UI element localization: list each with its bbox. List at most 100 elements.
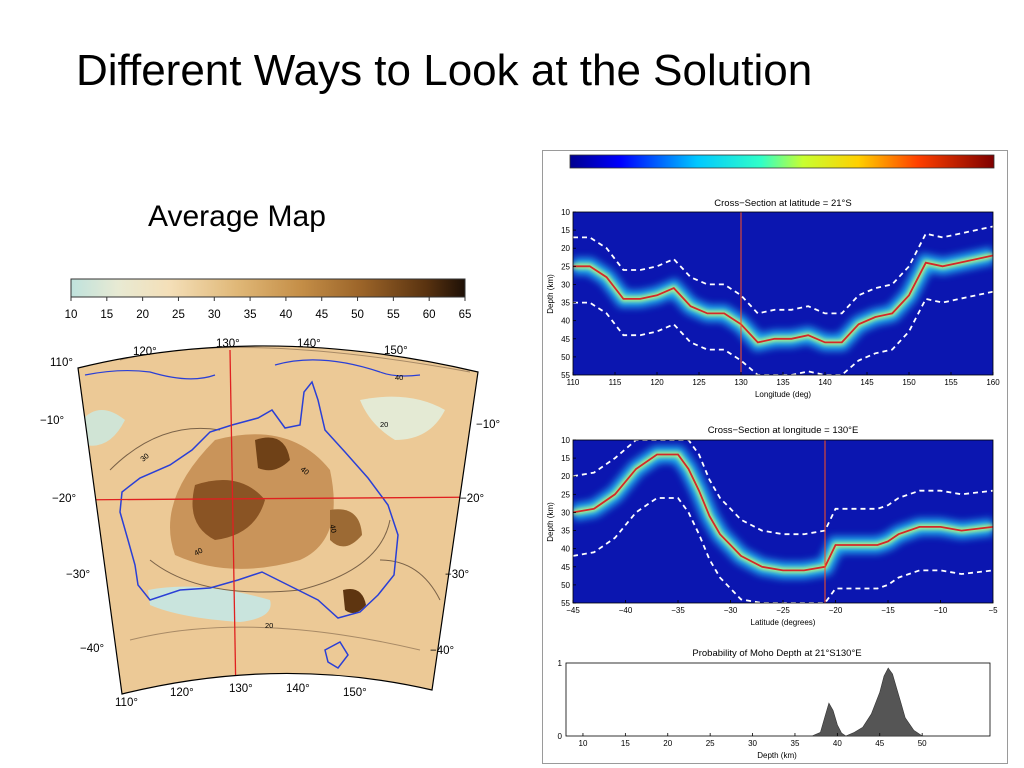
contour-label: 40 (193, 546, 205, 558)
map-corner-label: 110° (50, 357, 73, 369)
lon-label-top: 140° (297, 338, 321, 350)
panel3-axes: 10 15 20 25 30 35 40 45 50 0 1 (558, 659, 928, 748)
panel3-title: Probability of Moho Depth at 21°S130°E (692, 648, 861, 659)
p1ytick-label: 35 (561, 299, 570, 308)
contour-label: 20 (265, 621, 273, 630)
p1xtick-label: 160 (986, 378, 1000, 387)
p2xtick-label: −30 (724, 606, 738, 615)
panel1-ylabel: Depth (km) (546, 274, 555, 314)
lon-label-top: 150° (384, 345, 408, 357)
p3xtick-label: 35 (791, 739, 800, 748)
colorbar-tick-label: 50 (351, 309, 364, 321)
colorbar-tick-label: 15 (100, 309, 113, 321)
p2xtick-label: −45 (566, 606, 580, 615)
panel3-probability-area (811, 667, 924, 737)
p1ytick-label: 55 (561, 371, 570, 380)
lon-label-bottom: 150° (343, 687, 367, 699)
lon-label-bottom: 130° (229, 683, 253, 695)
p2xtick-label: −20 (829, 606, 843, 615)
p1ytick-label: 15 (561, 226, 570, 235)
panel1-xlabel: Longitude (deg) (755, 390, 811, 399)
lat-label-right: −40° (430, 645, 454, 657)
colorbar-tick-label: 65 (459, 309, 472, 321)
p2xtick-label: −10 (934, 606, 948, 615)
p3xtick-label: 10 (579, 739, 588, 748)
p1xtick-label: 115 (609, 378, 622, 387)
p2xtick-label: −35 (671, 606, 685, 615)
p1xtick-label: 135 (776, 378, 790, 387)
average-map-figure: 10 15 20 25 30 35 40 45 50 55 60 65 30 40 40 40 20 … (40, 278, 500, 709)
p2xtick-label: −25 (776, 606, 790, 615)
p2ytick-label: 25 (561, 490, 570, 499)
colorbar-tick-label: 45 (315, 309, 328, 321)
colorbar-tick-label: 60 (423, 309, 436, 321)
p3xtick-label: 45 (875, 739, 884, 748)
panel2-moho-line (573, 453, 993, 572)
p1ytick-label: 45 (561, 335, 570, 344)
p2ytick-label: 15 (561, 454, 570, 463)
colorbar-tick-label: 20 (136, 309, 149, 321)
p2ytick-label: 45 (561, 563, 570, 572)
lat-label-right: −20° (460, 493, 484, 505)
p2ytick-label: 50 (561, 581, 570, 590)
p3xtick-label: 50 (918, 739, 927, 748)
lat-label-right: −30° (445, 569, 469, 581)
p1xtick-label: 155 (944, 378, 958, 387)
lat-label-left: −20° (52, 493, 76, 505)
p1ytick-label: 25 (561, 262, 570, 271)
p1ytick-label: 40 (561, 317, 570, 326)
p1ytick-label: 20 (561, 244, 570, 253)
lat-label-left: −40° (80, 643, 104, 655)
p1xtick-label: 140 (818, 378, 832, 387)
map-body (78, 345, 478, 694)
p3xtick-label: 15 (621, 739, 630, 748)
slide-title: Different Ways to Look at the Solution (76, 46, 813, 95)
panel1-uncertainty-lower (573, 290, 993, 375)
lon-label-top: 130° (216, 338, 240, 350)
lat-label-left: −10° (40, 415, 64, 427)
p1xtick-label: 125 (692, 378, 706, 387)
p2ytick-label: 35 (561, 527, 570, 536)
panel1-moho-line (573, 254, 993, 344)
p3xtick-label: 20 (663, 739, 672, 748)
jet-colorbar (569, 154, 995, 169)
p2ytick-label: 30 (561, 508, 570, 517)
p2xtick-label: −40 (619, 606, 633, 615)
lon-label-bottom: 140° (286, 683, 310, 695)
colorbar-tick-label: 35 (244, 309, 257, 321)
p3ytick-label: 1 (558, 659, 563, 668)
p3ytick-label: 0 (558, 732, 563, 741)
p2ytick-label: 10 (561, 436, 570, 445)
p2xtick-label: −5 (988, 606, 998, 615)
panel1-axes: 110 115 120 125 130 135 140 145 150 155 160 10 15 20 2… (561, 208, 1000, 387)
p2ytick-label: 40 (561, 545, 570, 554)
map-colorbar-ticks: 10 15 20 25 30 35 40 45 50 55 60 65 (65, 297, 472, 321)
panel1-title: Cross−Section at latitude = 21°S (714, 198, 851, 209)
colorbar-tick-label: 55 (387, 309, 400, 321)
p1xtick-label: 120 (650, 378, 664, 387)
colorbar-tick-label: 10 (65, 309, 78, 321)
latitude-section-line (78, 496, 478, 501)
contour-label: 40 (328, 524, 338, 534)
panel3-background (565, 662, 991, 737)
p1xtick-label: 110 (567, 378, 580, 387)
panel2-uncertainty-lower (573, 497, 993, 603)
australia-coastline (119, 380, 399, 619)
colorbar-tick-label: 25 (172, 309, 185, 321)
p1ytick-label: 30 (561, 280, 570, 289)
map-subtitle: Average Map (148, 200, 326, 233)
p3xtick-label: 30 (748, 739, 757, 748)
p1xtick-label: 150 (902, 378, 916, 387)
contour-label: 20 (380, 420, 388, 429)
lon-label-bottom: 110° (115, 697, 138, 709)
panel2-ylabel: Depth (km) (546, 502, 555, 542)
p2xtick-label: −15 (881, 606, 895, 615)
lon-label-bottom: 120° (170, 687, 194, 699)
p3xtick-label: 25 (706, 739, 715, 748)
p2ytick-label: 55 (561, 599, 570, 608)
panel1-uncertainty-upper (573, 225, 993, 315)
panel2-title: Cross−Section at longitude = 130°E (708, 425, 859, 436)
colorbar-tick-label: 30 (208, 309, 221, 321)
map-colorbar (70, 278, 466, 298)
